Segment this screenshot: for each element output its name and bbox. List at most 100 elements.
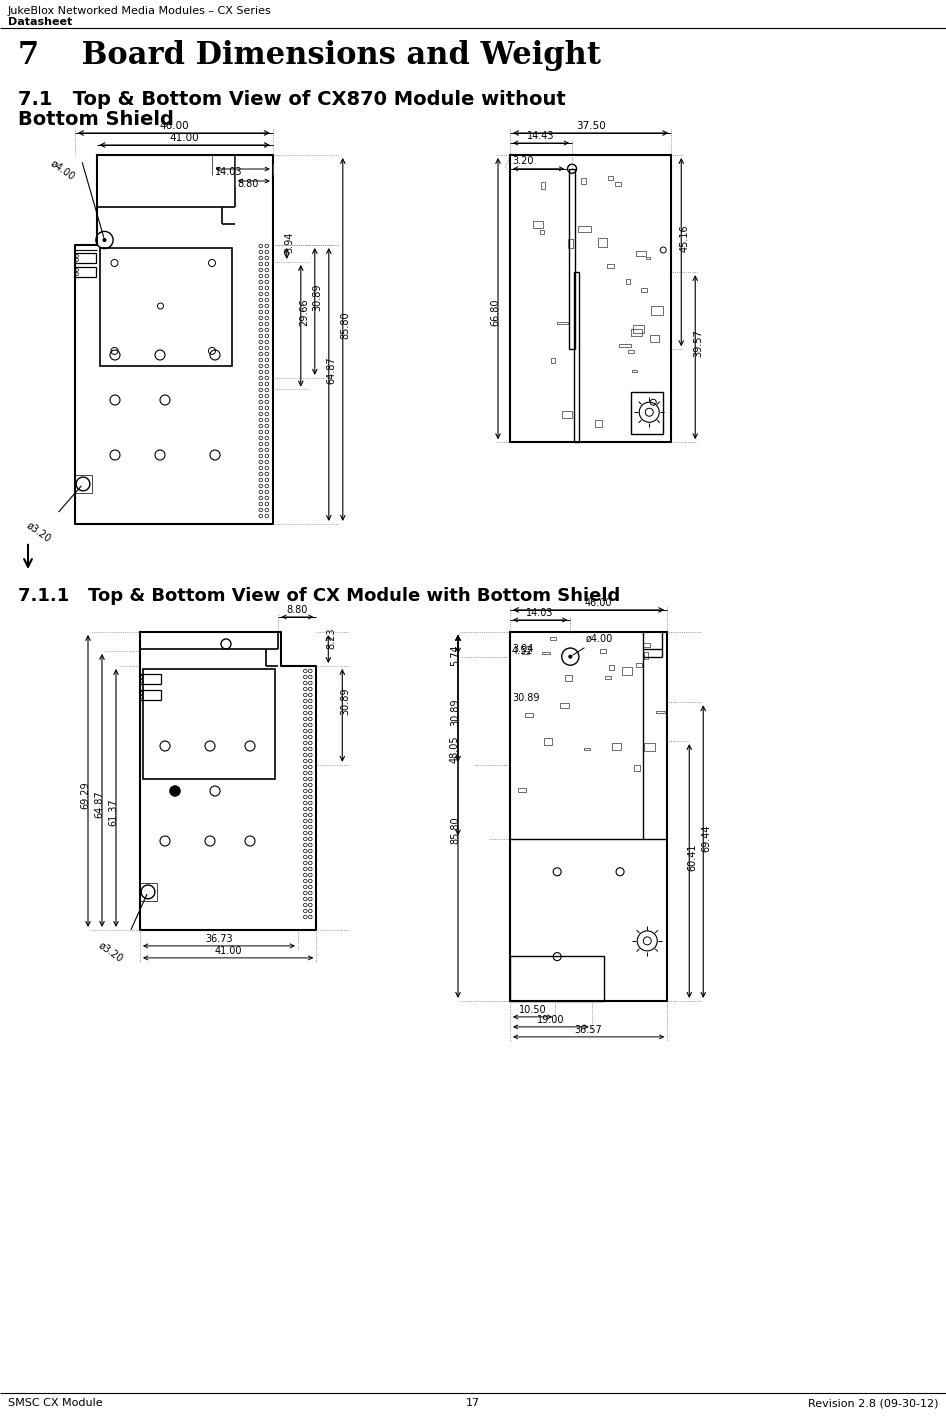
Text: 48.05: 48.05 — [450, 735, 460, 763]
Bar — [139, 883, 157, 900]
Bar — [522, 651, 529, 654]
Text: ø4.00: ø4.00 — [49, 158, 77, 181]
Bar — [578, 227, 591, 233]
Bar — [510, 956, 604, 1000]
Bar — [541, 183, 545, 190]
Text: 41.00: 41.00 — [170, 133, 200, 143]
Text: Datasheet: Datasheet — [8, 17, 72, 27]
Bar — [542, 652, 550, 654]
Bar — [616, 181, 621, 186]
Bar — [622, 666, 632, 675]
Text: 3.94: 3.94 — [285, 233, 295, 254]
Bar — [644, 743, 656, 751]
Bar — [550, 638, 556, 639]
Bar — [644, 652, 648, 659]
Text: ø3.20: ø3.20 — [25, 519, 52, 544]
Text: 7.1.1   Top & Bottom View of CX Module with Bottom Shield: 7.1.1 Top & Bottom View of CX Module wit… — [18, 586, 621, 605]
Bar — [562, 411, 571, 418]
Bar — [539, 230, 544, 234]
Text: 19.00: 19.00 — [537, 1015, 565, 1025]
Text: 30.89: 30.89 — [313, 284, 323, 311]
Bar — [628, 350, 634, 352]
Bar — [581, 178, 587, 184]
Bar — [75, 253, 96, 263]
Text: 14.03: 14.03 — [526, 608, 554, 618]
Text: 36.73: 36.73 — [205, 933, 233, 943]
Text: 45.16: 45.16 — [679, 224, 690, 253]
Bar — [637, 251, 646, 255]
Bar — [557, 321, 568, 324]
Text: ø3.20: ø3.20 — [96, 940, 125, 963]
Text: 30.89: 30.89 — [341, 688, 350, 715]
Bar — [650, 335, 658, 342]
Text: 60.41: 60.41 — [687, 843, 697, 870]
Bar — [74, 475, 92, 492]
Bar — [99, 248, 232, 365]
Text: 10.50: 10.50 — [518, 1005, 547, 1015]
Bar — [140, 691, 161, 701]
Text: 8.80: 8.80 — [287, 605, 308, 615]
Bar — [640, 288, 646, 293]
Text: 85.80: 85.80 — [450, 816, 460, 843]
Bar — [569, 238, 573, 248]
Text: Revision 2.8 (09-30-12): Revision 2.8 (09-30-12) — [808, 1398, 938, 1408]
Bar — [569, 168, 575, 350]
Text: 46.00: 46.00 — [585, 598, 612, 608]
Text: JukeBlox Networked Media Modules – CX Series: JukeBlox Networked Media Modules – CX Se… — [8, 6, 272, 16]
Bar — [646, 257, 650, 260]
Text: 64.87: 64.87 — [326, 357, 337, 384]
Bar — [634, 765, 639, 772]
Bar — [633, 325, 644, 332]
Text: 37.50: 37.50 — [576, 121, 605, 131]
Text: 30.89: 30.89 — [450, 698, 460, 726]
Bar — [595, 421, 602, 427]
Text: 85.80: 85.80 — [341, 313, 351, 340]
Text: 14.03: 14.03 — [215, 167, 242, 177]
Text: 7    Board Dimensions and Weight: 7 Board Dimensions and Weight — [18, 40, 601, 71]
Bar — [637, 664, 642, 668]
Bar — [574, 273, 579, 442]
Bar — [510, 156, 672, 442]
Bar — [631, 330, 642, 335]
Text: 8.80: 8.80 — [236, 178, 258, 188]
Bar — [143, 669, 275, 779]
Bar — [626, 278, 630, 284]
Text: 46.00: 46.00 — [159, 121, 188, 131]
Bar — [607, 177, 613, 180]
Text: 61.37: 61.37 — [108, 798, 118, 826]
Text: 5.74: 5.74 — [450, 644, 460, 666]
Text: 69.29: 69.29 — [80, 781, 90, 809]
Text: 3.20: 3.20 — [512, 156, 534, 166]
Bar — [75, 267, 96, 277]
Bar — [607, 264, 614, 267]
Bar — [545, 738, 552, 745]
Text: Bottom Shield: Bottom Shield — [18, 110, 174, 128]
Bar — [598, 237, 607, 247]
Bar — [643, 644, 651, 648]
Bar — [534, 221, 543, 227]
Text: 7.1   Top & Bottom View of CX870 Module without: 7.1 Top & Bottom View of CX870 Module wi… — [18, 90, 566, 108]
Bar — [612, 743, 621, 751]
Bar — [565, 675, 572, 681]
Bar — [600, 648, 605, 654]
Text: 14.43: 14.43 — [527, 131, 554, 141]
Text: 41.00: 41.00 — [215, 946, 242, 956]
Bar — [560, 704, 569, 708]
Bar — [525, 712, 533, 716]
Text: 29.66: 29.66 — [299, 298, 308, 325]
Bar — [631, 392, 663, 434]
Text: SMSC CX Module: SMSC CX Module — [8, 1398, 102, 1408]
Bar — [140, 674, 161, 684]
Text: 30.89: 30.89 — [512, 694, 539, 704]
Text: 39.57: 39.57 — [693, 330, 703, 357]
Bar — [608, 665, 614, 669]
Text: 4.52: 4.52 — [512, 646, 534, 656]
Bar — [632, 370, 638, 372]
Text: 66.80: 66.80 — [490, 298, 500, 327]
Circle shape — [103, 238, 106, 241]
Circle shape — [569, 655, 571, 658]
Bar — [510, 632, 667, 1000]
Text: 64.87: 64.87 — [94, 791, 104, 818]
Text: 3.94: 3.94 — [512, 644, 534, 654]
Bar — [551, 358, 555, 362]
